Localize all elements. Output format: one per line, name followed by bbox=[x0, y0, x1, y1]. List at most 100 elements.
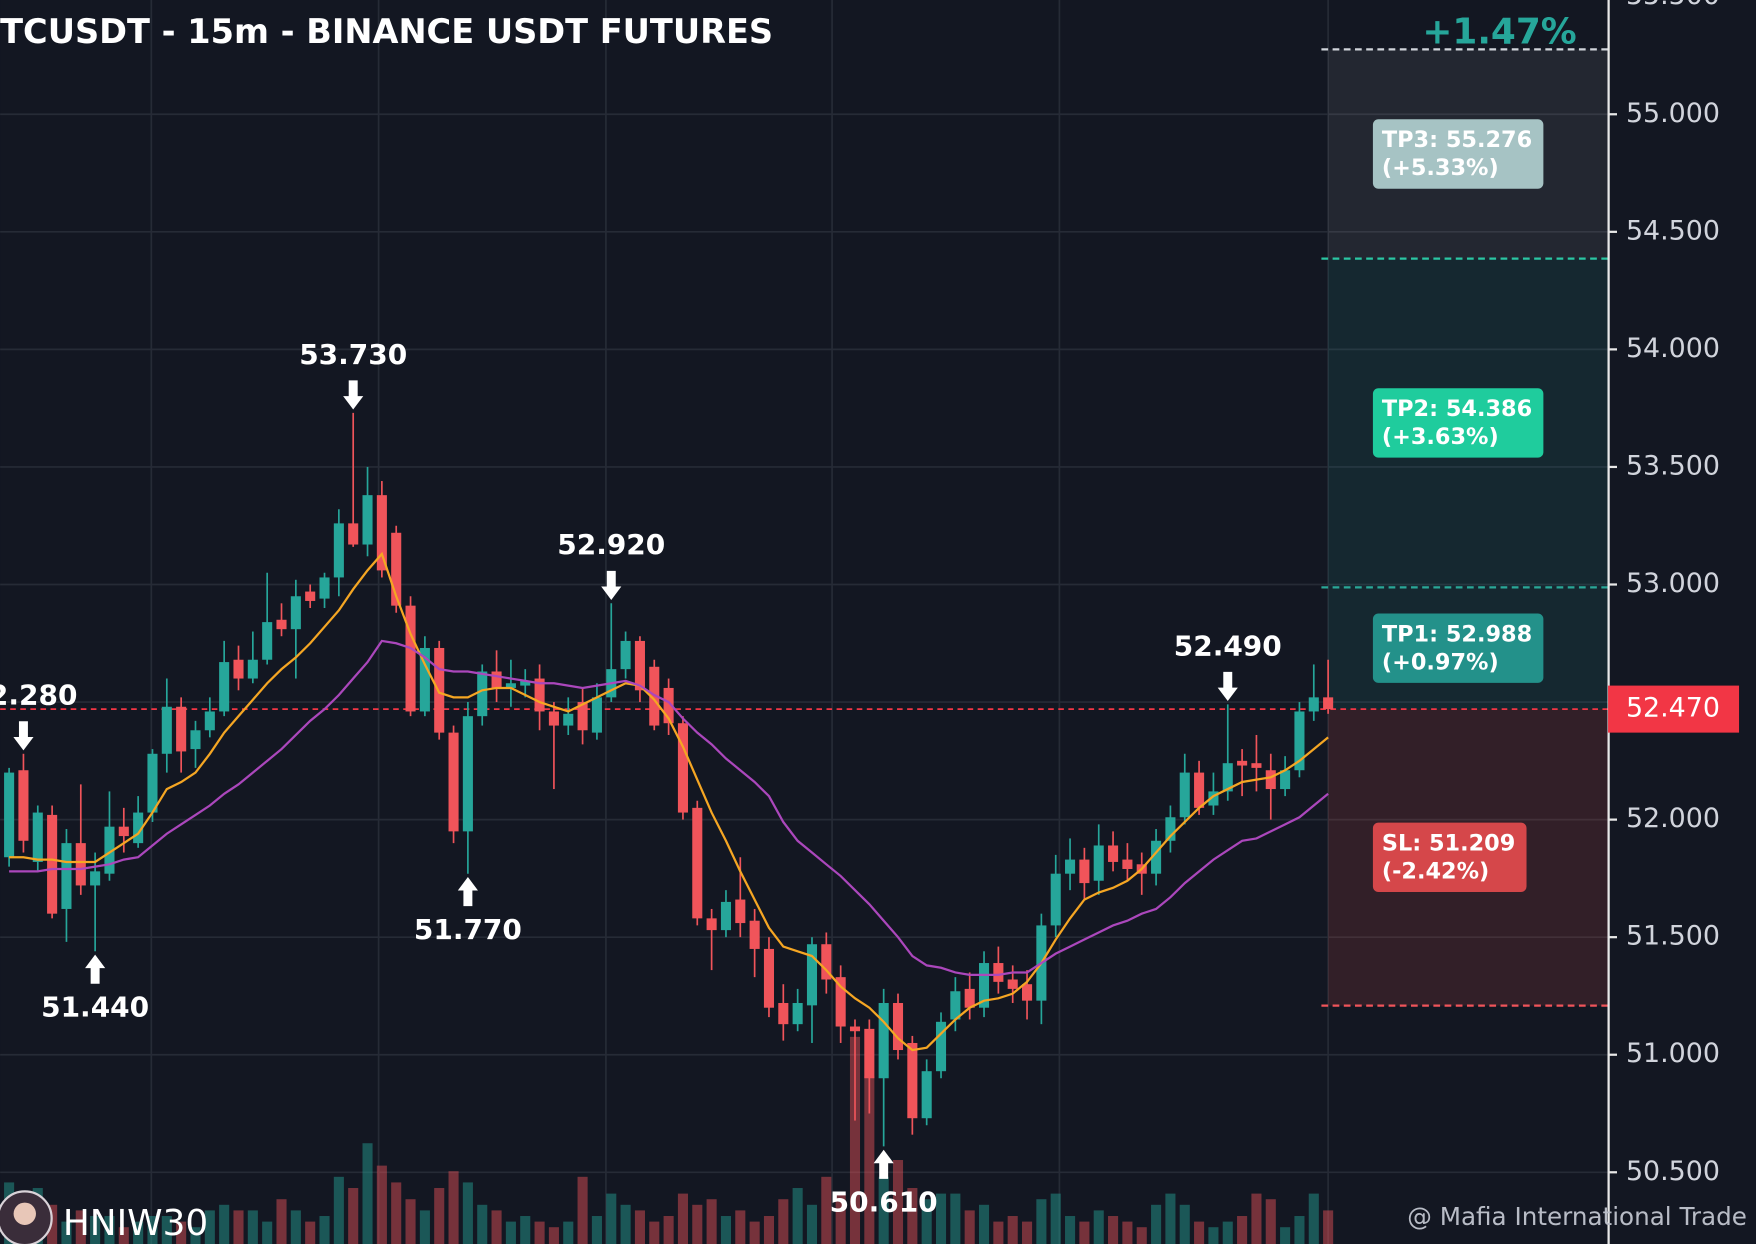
volume-bar bbox=[348, 1188, 359, 1244]
candle-body bbox=[964, 988, 975, 1008]
candle-body bbox=[305, 591, 316, 601]
volume-bar bbox=[892, 1160, 904, 1244]
volume-bar bbox=[161, 1216, 172, 1244]
volume-bar bbox=[147, 1216, 158, 1244]
volume-bar bbox=[548, 1227, 559, 1244]
candle-body bbox=[4, 772, 15, 858]
pivot-label: 50.610 bbox=[830, 1186, 938, 1219]
candle-body bbox=[950, 991, 961, 1020]
volume-bar bbox=[749, 1221, 760, 1244]
candle-body bbox=[620, 640, 631, 670]
candle-body bbox=[376, 495, 387, 571]
y-tick-label: 55.000 bbox=[1626, 98, 1720, 129]
volume-bar bbox=[477, 1204, 488, 1244]
candle-body bbox=[634, 640, 645, 691]
candle-body bbox=[319, 577, 330, 599]
volume-bar bbox=[491, 1210, 502, 1244]
y-tick-label: 51.500 bbox=[1626, 921, 1720, 952]
volume-bar bbox=[663, 1216, 674, 1244]
candle-body bbox=[61, 843, 72, 909]
y-tick-label: 55.500 bbox=[1626, 0, 1720, 11]
level-change: (+0.97%) bbox=[1382, 649, 1499, 675]
volume-bar bbox=[706, 1199, 717, 1244]
candle-body bbox=[90, 871, 101, 886]
volume-bar bbox=[1194, 1221, 1205, 1244]
pivot-arrow bbox=[343, 380, 364, 410]
level-labels: TP3: 55.276(+5.33%) TP2: 54.386(+3.63%) TP… bbox=[1372, 119, 1544, 893]
candle-body bbox=[247, 659, 258, 679]
candle-body bbox=[333, 523, 344, 578]
volume-bar bbox=[677, 1193, 688, 1244]
pivot-arrow bbox=[1217, 671, 1238, 702]
candle-body bbox=[1007, 979, 1018, 989]
candle-body bbox=[1151, 840, 1162, 874]
candle-body bbox=[1308, 697, 1319, 712]
candle-body bbox=[993, 963, 1004, 982]
candle-body bbox=[32, 812, 43, 862]
axis-panel bbox=[1609, 0, 1756, 1244]
candle-body bbox=[219, 662, 230, 712]
candle-body bbox=[849, 1026, 861, 1032]
candle-body bbox=[577, 702, 588, 731]
candle-body bbox=[190, 730, 201, 750]
volume-bar bbox=[362, 1143, 373, 1244]
candle-body bbox=[749, 920, 760, 949]
avatar-face bbox=[13, 1202, 36, 1225]
volume-bar bbox=[1050, 1193, 1061, 1244]
candle-body bbox=[1208, 791, 1219, 806]
volume-bar bbox=[1036, 1199, 1047, 1244]
candle-body bbox=[1050, 873, 1061, 926]
volume-bar bbox=[448, 1171, 459, 1244]
candle-body bbox=[792, 1003, 803, 1025]
volume-bar bbox=[376, 1165, 387, 1244]
volume-bar bbox=[333, 1176, 344, 1244]
level-label: TP1: 52.988 bbox=[1382, 621, 1532, 647]
volume-bar bbox=[434, 1188, 445, 1244]
volume-bar bbox=[1165, 1193, 1176, 1244]
chart-title: TCUSDT - 15m - BINANCE USDT FUTURES bbox=[0, 12, 773, 51]
watermark: @ Mafia International Trade bbox=[1407, 1202, 1747, 1231]
candle-body bbox=[1237, 760, 1248, 766]
candle-body bbox=[720, 901, 732, 931]
candle-body bbox=[290, 596, 301, 630]
level-change: (-2.42%) bbox=[1382, 858, 1489, 884]
moving-averages bbox=[9, 551, 1329, 1052]
candle-body bbox=[1093, 845, 1104, 881]
level-box bbox=[1372, 119, 1544, 189]
candle-body bbox=[663, 687, 674, 724]
volume-bar bbox=[835, 1193, 846, 1244]
volume-bar bbox=[505, 1221, 516, 1244]
candle-body bbox=[978, 963, 990, 1008]
volume-bar bbox=[1093, 1210, 1104, 1244]
volume-bar bbox=[534, 1221, 545, 1244]
y-tick-label: 50.500 bbox=[1626, 1156, 1720, 1187]
candle-body bbox=[276, 619, 287, 630]
volume-bar bbox=[806, 1204, 818, 1244]
volume-bar bbox=[61, 1221, 72, 1244]
volume-bar bbox=[1079, 1221, 1090, 1244]
volume-bar bbox=[1108, 1216, 1119, 1244]
candle-body bbox=[75, 843, 86, 886]
price-grid bbox=[0, 113, 1609, 1174]
volume-bar bbox=[305, 1221, 316, 1244]
time-grid bbox=[150, 0, 1329, 1244]
candle-body bbox=[520, 680, 531, 686]
author-name: HNIW30 bbox=[63, 1203, 208, 1244]
volume-bar bbox=[462, 1182, 473, 1244]
volume-bar bbox=[118, 1227, 129, 1244]
level-label: TP3: 55.276 bbox=[1382, 127, 1532, 153]
candle-body bbox=[1165, 817, 1176, 841]
volume-bar bbox=[1222, 1221, 1233, 1244]
candle-body bbox=[1108, 845, 1119, 862]
candle-body bbox=[47, 814, 58, 914]
volume-bar bbox=[978, 1204, 990, 1244]
pivot-label: 52.920 bbox=[557, 528, 665, 561]
volume-bar bbox=[75, 1210, 86, 1244]
volume-bar bbox=[133, 1221, 144, 1244]
volume-bar bbox=[1251, 1193, 1262, 1244]
level-label: TP2: 54.386 bbox=[1382, 396, 1532, 422]
candle-body bbox=[935, 1021, 947, 1072]
candle-body bbox=[448, 732, 459, 832]
volume-bar bbox=[763, 1216, 775, 1244]
candle-body bbox=[548, 711, 559, 726]
